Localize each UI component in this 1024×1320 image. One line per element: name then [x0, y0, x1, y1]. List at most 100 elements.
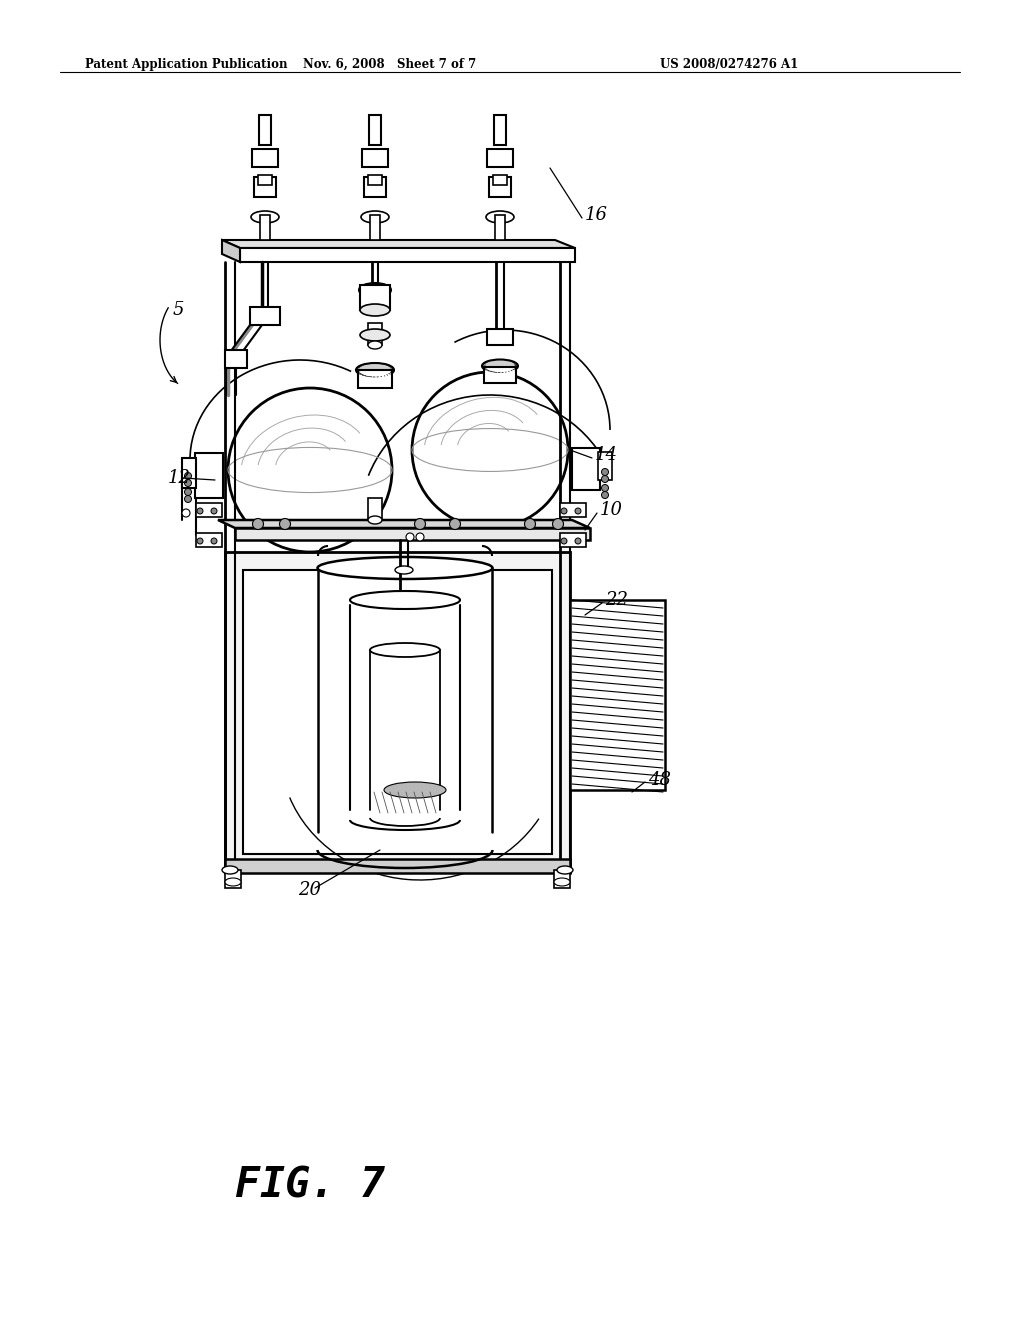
- Bar: [195, 453, 223, 498]
- Circle shape: [280, 519, 291, 529]
- Ellipse shape: [554, 878, 570, 886]
- Bar: [362, 149, 388, 168]
- Bar: [364, 177, 386, 197]
- Bar: [489, 177, 511, 197]
- Ellipse shape: [225, 878, 241, 886]
- Bar: [487, 149, 513, 168]
- Ellipse shape: [557, 866, 573, 874]
- Circle shape: [601, 475, 608, 483]
- Bar: [196, 533, 222, 546]
- Circle shape: [524, 519, 536, 529]
- Ellipse shape: [222, 866, 238, 874]
- Circle shape: [184, 473, 191, 479]
- Bar: [369, 115, 381, 145]
- Bar: [370, 215, 380, 240]
- Ellipse shape: [384, 781, 446, 799]
- Ellipse shape: [350, 591, 460, 609]
- Text: 48: 48: [648, 771, 671, 789]
- Polygon shape: [222, 240, 240, 261]
- Text: US 2008/0274276 A1: US 2008/0274276 A1: [660, 58, 799, 71]
- Ellipse shape: [251, 211, 279, 223]
- Circle shape: [184, 488, 191, 495]
- Circle shape: [575, 508, 581, 513]
- Circle shape: [184, 495, 191, 503]
- Bar: [358, 370, 392, 388]
- Circle shape: [575, 539, 581, 544]
- Bar: [560, 503, 586, 517]
- Circle shape: [412, 372, 568, 528]
- Bar: [225, 870, 241, 888]
- Polygon shape: [240, 248, 575, 261]
- Bar: [560, 533, 586, 546]
- Bar: [572, 447, 600, 490]
- Bar: [484, 367, 516, 383]
- Ellipse shape: [368, 341, 382, 348]
- Text: Nov. 6, 2008   Sheet 7 of 7: Nov. 6, 2008 Sheet 7 of 7: [303, 58, 476, 71]
- Circle shape: [184, 479, 191, 487]
- Circle shape: [601, 484, 608, 491]
- Ellipse shape: [395, 566, 413, 574]
- Circle shape: [211, 508, 217, 513]
- Text: 14: 14: [595, 446, 618, 465]
- Bar: [250, 308, 280, 325]
- Text: 5: 5: [173, 301, 184, 319]
- Bar: [225, 859, 570, 873]
- Bar: [493, 176, 507, 185]
- Bar: [495, 215, 505, 240]
- Circle shape: [197, 539, 203, 544]
- Ellipse shape: [368, 516, 382, 524]
- Ellipse shape: [317, 557, 493, 579]
- Text: Patent Application Publication: Patent Application Publication: [85, 58, 288, 71]
- Bar: [225, 552, 570, 873]
- Circle shape: [553, 519, 563, 529]
- Circle shape: [253, 519, 263, 529]
- Text: 16: 16: [585, 206, 608, 224]
- Text: 20: 20: [298, 880, 321, 899]
- Text: 10: 10: [600, 502, 623, 519]
- Circle shape: [197, 508, 203, 513]
- Ellipse shape: [361, 211, 389, 223]
- Ellipse shape: [360, 329, 390, 341]
- Ellipse shape: [370, 643, 440, 657]
- Circle shape: [228, 388, 392, 552]
- Bar: [494, 115, 506, 145]
- Bar: [252, 149, 278, 168]
- Polygon shape: [218, 520, 590, 528]
- Ellipse shape: [482, 359, 518, 372]
- Bar: [258, 176, 272, 185]
- Text: FIG. 7: FIG. 7: [234, 1164, 385, 1206]
- Bar: [260, 215, 270, 240]
- Text: 12: 12: [168, 469, 191, 487]
- Bar: [182, 458, 196, 488]
- Bar: [554, 870, 570, 888]
- Bar: [598, 451, 612, 480]
- Circle shape: [416, 533, 424, 541]
- Bar: [243, 570, 552, 854]
- Bar: [360, 285, 390, 310]
- Circle shape: [406, 533, 414, 541]
- Bar: [254, 177, 276, 197]
- Circle shape: [601, 469, 608, 475]
- Ellipse shape: [486, 211, 514, 223]
- Bar: [196, 503, 222, 517]
- Bar: [368, 498, 382, 520]
- Ellipse shape: [356, 363, 394, 378]
- Ellipse shape: [359, 282, 391, 297]
- Circle shape: [450, 519, 461, 529]
- Circle shape: [561, 539, 567, 544]
- Bar: [234, 528, 590, 540]
- Bar: [570, 601, 665, 789]
- Bar: [368, 176, 382, 185]
- Circle shape: [211, 539, 217, 544]
- Circle shape: [601, 491, 608, 499]
- Circle shape: [561, 508, 567, 513]
- Bar: [259, 115, 271, 145]
- Ellipse shape: [360, 304, 390, 315]
- Circle shape: [182, 510, 190, 517]
- Circle shape: [415, 519, 426, 529]
- Bar: [368, 323, 382, 345]
- Polygon shape: [222, 240, 575, 248]
- Text: 22: 22: [605, 591, 628, 609]
- Bar: [487, 329, 513, 345]
- Bar: [225, 350, 247, 368]
